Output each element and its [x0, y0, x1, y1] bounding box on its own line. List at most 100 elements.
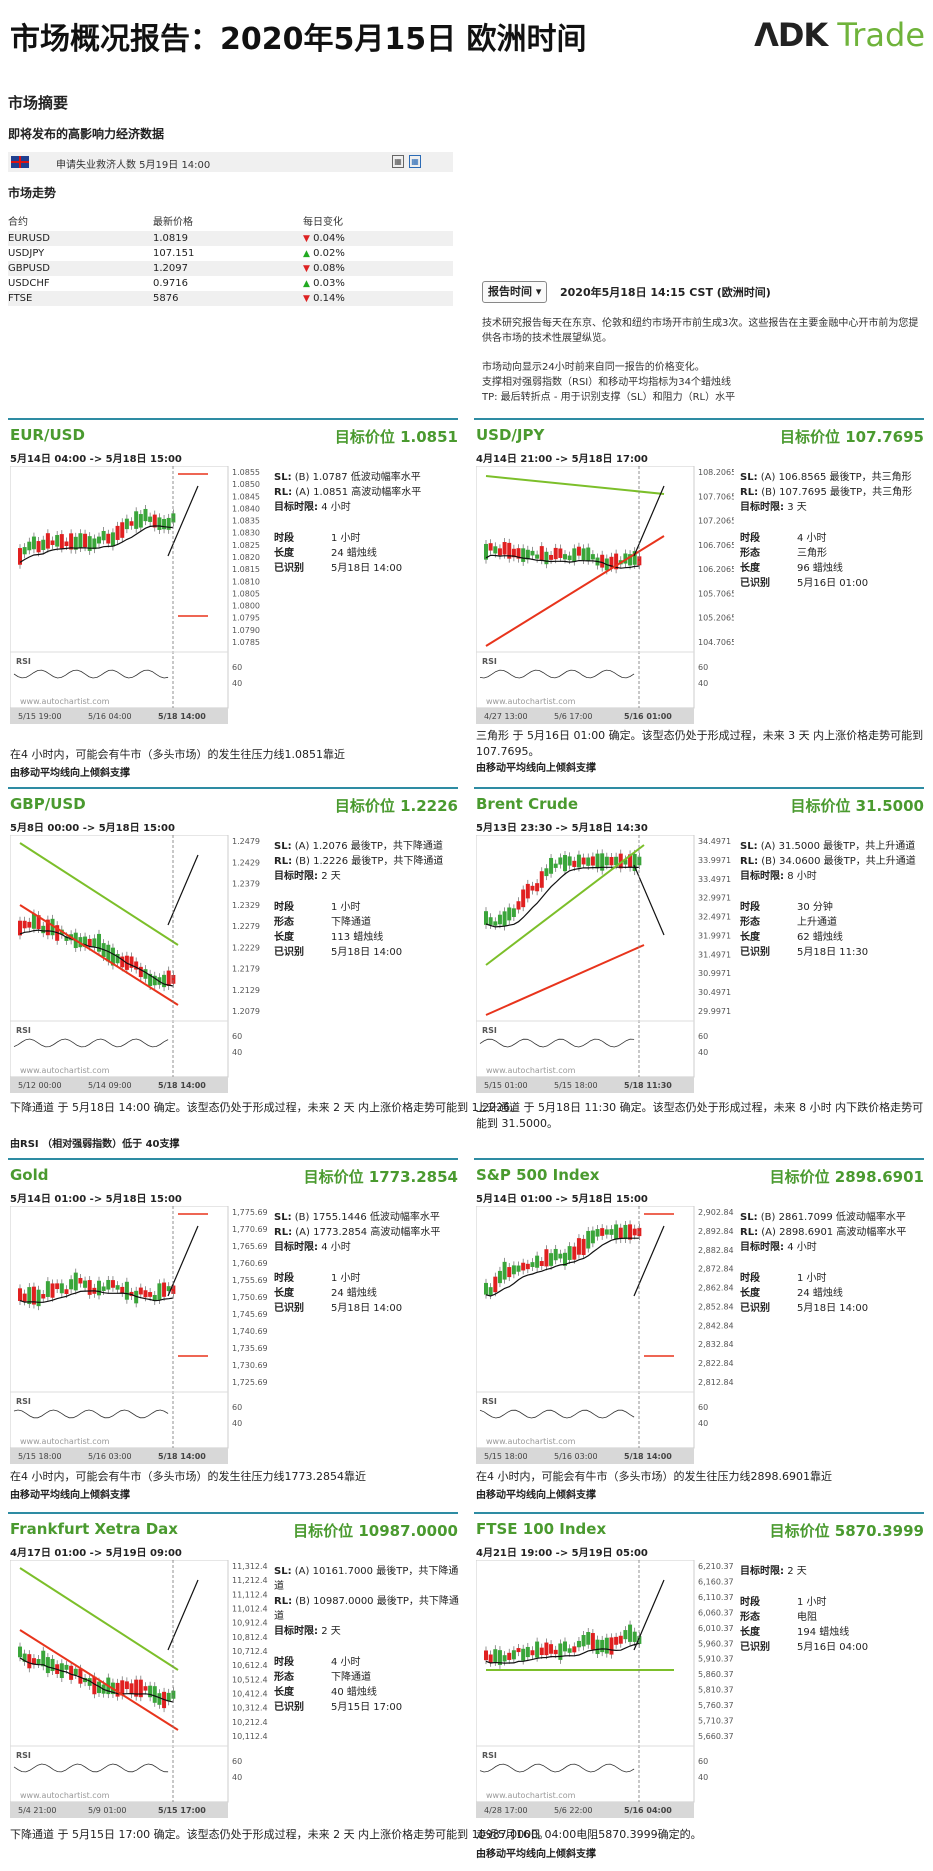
detail-value: 4 小时	[797, 533, 827, 544]
market-trend-table: 合约 最新价格 每日变化 EURUSD 1.0819 ▼ 0.04% USDJPY 10…	[8, 212, 453, 306]
x-tick-label: 5/18 14:00	[158, 712, 206, 721]
detail-value: 1 小时	[797, 1597, 827, 1608]
y-tick-label: 30.9971	[698, 969, 731, 978]
instrument-name[interactable]: FTSE 100 Index	[476, 1520, 607, 1538]
pattern-description: 在4 小时内，可能会有牛市（多头市场）的发生往压力线1.0851靠近	[10, 748, 345, 761]
y-tick-label: 10,612.4928	[232, 1661, 268, 1670]
candle	[614, 553, 619, 570]
y-tick-label: 2,862.8446	[698, 1284, 734, 1293]
y-tick-label: 33.4971	[698, 875, 731, 884]
period-value: 2 天	[321, 871, 341, 882]
instrument-name[interactable]: Brent Crude	[476, 795, 579, 813]
x-tick-label: 5/16 04:00	[88, 712, 132, 721]
rsi-tick-label: 40	[698, 1773, 708, 1782]
detail-value: 5月18日 14:00	[331, 1303, 403, 1314]
detail-row: 时段 4 小时	[740, 531, 930, 546]
candle	[115, 1682, 120, 1697]
candle	[143, 1290, 148, 1298]
detail-row: 时段 1 小时	[274, 900, 464, 915]
x-axis-band	[476, 708, 694, 724]
instrument-name[interactable]: S&P 500 Index	[476, 1166, 600, 1184]
candle	[604, 1229, 609, 1235]
sl-value: (B) 1.0787 低波动幅率水平	[294, 472, 421, 483]
candle	[544, 551, 549, 565]
y-tick-label: 34.4971	[698, 837, 731, 846]
rsi-tick-label: 60	[232, 1032, 242, 1041]
instrument-name[interactable]: GBP/USD	[10, 795, 86, 813]
calendar-icon[interactable]: ▦	[392, 155, 404, 168]
period-line: 目标时限: 3 天	[740, 500, 930, 515]
add-calendar-icon[interactable]: ▦	[409, 155, 421, 168]
candle	[535, 1255, 540, 1268]
rsi-tick-label: 60	[698, 1032, 708, 1041]
rsi-tick-label: 40	[232, 1048, 242, 1057]
detail-value: 三角形	[797, 548, 827, 559]
candle	[31, 1658, 36, 1665]
y-tick-label: 10,512.4928	[232, 1675, 268, 1684]
period-line: 目标时限: 2 天	[274, 869, 464, 884]
page-title: 市场概况报告：2020年5月15日 欧洲时间	[10, 22, 587, 57]
candle	[166, 970, 171, 986]
candle	[618, 1227, 623, 1240]
candle	[623, 1630, 628, 1640]
candle	[572, 860, 577, 867]
row-change-value: 0.03%	[313, 278, 345, 289]
candle	[488, 917, 493, 925]
candle	[530, 550, 535, 556]
pattern-info: SL: (A) 10161.7000 最後TP，共下降通道 RL: (B) 109…	[274, 1564, 464, 1715]
instrument-panel: S&P 500 Index 目标价位 2898.6901 5月14日 01:00 -…	[474, 1158, 924, 1508]
candle	[553, 547, 558, 560]
x-tick-label: 5/16 04:00	[624, 1806, 672, 1815]
detail-value: 40 蜡烛线	[331, 1687, 377, 1698]
candle	[152, 514, 157, 528]
detail-key: 已识别	[740, 947, 770, 958]
instrument-name[interactable]: Gold	[10, 1166, 49, 1184]
y-tick-label: 2,842.8446	[698, 1321, 734, 1330]
intro-p4: TP: 最后转折点 - 用于识别支撑（SL）和阻力（RL）水平	[482, 392, 736, 403]
candle	[530, 885, 535, 891]
rsi-line	[479, 1038, 635, 1048]
sl-value: (A) 1.2076 最後TP，共下降通道	[294, 841, 443, 852]
detail-key: 长度	[740, 1627, 760, 1638]
rsi-tick-label: 40	[232, 1419, 242, 1428]
candle	[521, 1262, 526, 1271]
candle	[516, 1648, 521, 1653]
candle	[59, 534, 64, 549]
candle	[600, 853, 605, 871]
instrument-name[interactable]: EUR/USD	[10, 426, 85, 444]
candle	[171, 1690, 176, 1699]
x-tick-label: 5/18 14:00	[624, 1452, 672, 1461]
rl-value: (B) 107.7695 最後TP，共三角形	[761, 487, 913, 498]
detail-row: 已识别 5月18日 11:30	[740, 945, 930, 960]
report-time-dropdown[interactable]: 报告时间 ▾	[482, 281, 548, 303]
detail-key: 时段	[274, 1273, 294, 1284]
detail-value: 96 蜡烛线	[797, 563, 843, 574]
candle	[595, 1639, 600, 1655]
instrument-name[interactable]: Frankfurt Xetra Dax	[10, 1520, 178, 1538]
candle	[134, 961, 139, 970]
rsi-label: RSI	[16, 1397, 31, 1406]
candle	[120, 1286, 125, 1293]
instrument-panel: EUR/USD 目标价位 1.0851 5月14日 04:00 -> 5月18日 1…	[8, 418, 458, 768]
candle	[134, 1679, 139, 1697]
candle	[87, 1280, 92, 1295]
chart-svg: 1.2479 1.2429 1.2379 1.2329 1.2279 1.2229 1.21…	[9, 834, 260, 1093]
y-tick-label: 5,710.3700	[698, 1717, 734, 1726]
candle	[530, 1262, 535, 1267]
detail-value: 上升通道	[797, 917, 837, 928]
candle	[129, 521, 134, 526]
candle	[41, 1294, 46, 1299]
candle	[586, 1230, 591, 1249]
detail-row: 长度 62 蜡烛线	[740, 930, 930, 945]
y-tick-label: 1.0810	[232, 577, 260, 586]
detail-value: 5月15日 17:00	[331, 1702, 403, 1713]
y-tick-label: 5,910.3700	[698, 1655, 734, 1664]
instrument-name[interactable]: USD/JPY	[476, 426, 545, 444]
candle	[572, 1246, 577, 1260]
chart-svg: 1,775.6936 1,770.6936 1,765.6936 1,760.6936…	[9, 1205, 278, 1464]
detail-row: 时段 1 小时	[274, 531, 464, 546]
candle	[50, 540, 55, 546]
detail-row: 已识别 5月18日 14:00	[274, 1301, 464, 1316]
period-label: 目标时限:	[740, 502, 784, 513]
detail-row: 长度 40 蜡烛线	[274, 1685, 464, 1700]
